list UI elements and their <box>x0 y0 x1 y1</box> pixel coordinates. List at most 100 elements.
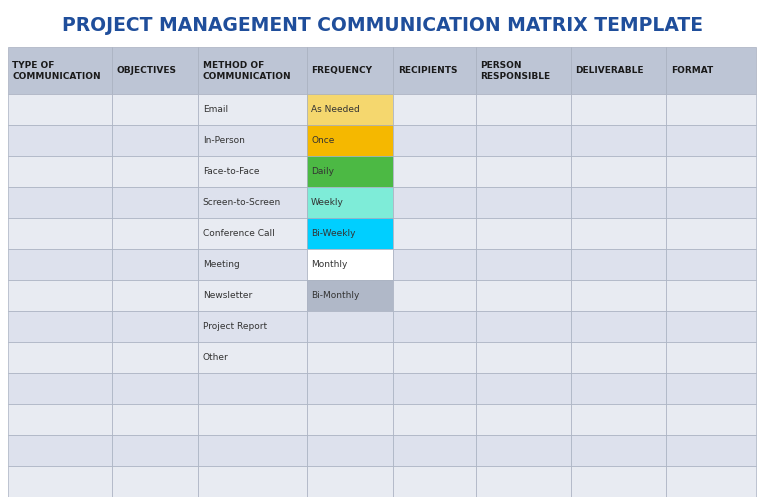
Bar <box>112 404 199 435</box>
Bar <box>8 94 112 125</box>
Bar <box>306 157 393 187</box>
Bar <box>8 342 112 373</box>
Bar <box>199 280 306 311</box>
Text: FORMAT: FORMAT <box>671 66 713 76</box>
Bar <box>666 404 756 435</box>
Bar <box>393 342 475 373</box>
Bar <box>199 466 306 497</box>
Bar <box>199 311 306 342</box>
Bar <box>666 466 756 497</box>
Bar <box>475 342 571 373</box>
Bar <box>306 249 393 280</box>
Bar <box>199 125 306 157</box>
Bar <box>666 280 756 311</box>
Bar <box>112 47 199 94</box>
Text: Newsletter: Newsletter <box>202 291 252 300</box>
Bar <box>306 125 393 157</box>
Bar <box>475 373 571 404</box>
Bar <box>306 404 393 435</box>
Bar <box>306 47 393 94</box>
Bar <box>571 373 666 404</box>
Text: Bi-Weekly: Bi-Weekly <box>311 229 355 238</box>
Bar <box>393 249 475 280</box>
Bar <box>306 373 393 404</box>
Bar <box>475 280 571 311</box>
Text: Weekly: Weekly <box>311 198 344 207</box>
Bar <box>475 94 571 125</box>
Bar <box>666 187 756 218</box>
Bar <box>475 125 571 157</box>
Text: PERSON
RESPONSIBLE: PERSON RESPONSIBLE <box>480 61 550 81</box>
Bar <box>8 187 112 218</box>
Bar <box>571 404 666 435</box>
Bar <box>666 94 756 125</box>
Bar <box>306 466 393 497</box>
Bar <box>393 466 475 497</box>
Bar <box>571 249 666 280</box>
Text: PROJECT MANAGEMENT COMMUNICATION MATRIX TEMPLATE: PROJECT MANAGEMENT COMMUNICATION MATRIX … <box>61 16 703 35</box>
Bar <box>571 125 666 157</box>
Text: As Needed: As Needed <box>311 105 360 114</box>
Bar <box>571 280 666 311</box>
Bar <box>475 187 571 218</box>
Bar <box>666 218 756 249</box>
Bar <box>475 466 571 497</box>
Text: Conference Call: Conference Call <box>202 229 274 238</box>
Bar <box>112 373 199 404</box>
Bar <box>571 218 666 249</box>
Bar <box>306 435 393 466</box>
Bar <box>8 404 112 435</box>
Bar <box>306 342 393 373</box>
Bar <box>8 157 112 187</box>
Bar <box>8 125 112 157</box>
Bar <box>112 187 199 218</box>
Bar <box>199 187 306 218</box>
Bar <box>475 311 571 342</box>
Bar <box>112 218 199 249</box>
Bar <box>199 435 306 466</box>
Bar <box>666 435 756 466</box>
Bar <box>199 94 306 125</box>
Bar <box>8 466 112 497</box>
Bar <box>393 125 475 157</box>
Bar <box>112 466 199 497</box>
Bar <box>393 280 475 311</box>
Bar <box>199 342 306 373</box>
Bar <box>393 187 475 218</box>
Bar <box>666 125 756 157</box>
Bar <box>306 280 393 311</box>
Text: Once: Once <box>311 136 335 146</box>
Text: TYPE OF
COMMUNICATION: TYPE OF COMMUNICATION <box>12 61 101 81</box>
Bar <box>112 249 199 280</box>
Bar <box>393 404 475 435</box>
Text: Other: Other <box>202 353 228 362</box>
Text: Bi-Monthly: Bi-Monthly <box>311 291 360 300</box>
Bar <box>8 218 112 249</box>
Bar <box>571 94 666 125</box>
Bar <box>306 187 393 218</box>
Text: Screen-to-Screen: Screen-to-Screen <box>202 198 281 207</box>
Bar <box>306 94 393 125</box>
Text: RECIPIENTS: RECIPIENTS <box>398 66 458 76</box>
Bar <box>199 157 306 187</box>
Bar <box>666 47 756 94</box>
Text: Email: Email <box>202 105 228 114</box>
Bar <box>666 373 756 404</box>
Bar <box>8 249 112 280</box>
Bar <box>306 311 393 342</box>
Bar <box>199 218 306 249</box>
Text: Monthly: Monthly <box>311 260 348 269</box>
Text: FREQUENCY: FREQUENCY <box>311 66 372 76</box>
Bar <box>393 94 475 125</box>
Bar <box>199 404 306 435</box>
Bar <box>393 218 475 249</box>
Bar <box>666 249 756 280</box>
Bar <box>8 435 112 466</box>
Bar <box>306 218 393 249</box>
Bar <box>8 373 112 404</box>
Bar <box>199 373 306 404</box>
Bar <box>666 342 756 373</box>
Bar <box>571 47 666 94</box>
Bar <box>571 342 666 373</box>
Bar <box>475 218 571 249</box>
